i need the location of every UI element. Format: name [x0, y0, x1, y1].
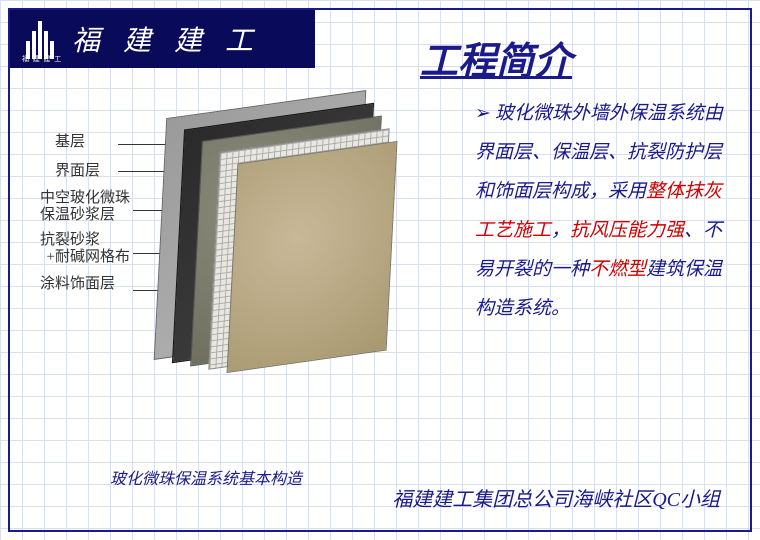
- layer-labels: 基层 界面层 中空玻化微珠 保温砂浆层 抗裂砂浆 +耐碱网格布 涂料饰面层: [40, 135, 130, 300]
- layer-diagram: 基层 界面层 中空玻化微珠 保温砂浆层 抗裂砂浆 +耐碱网格布 涂料饰面层: [40, 95, 420, 415]
- label-interface: 界面层: [40, 164, 130, 179]
- layer-finish: [227, 141, 398, 373]
- bullet-arrow-icon: ➢: [475, 103, 491, 124]
- label-finish: 涂料饰面层: [40, 277, 130, 292]
- label-insulation-2: 保温砂浆层: [40, 208, 130, 223]
- label-base: 基层: [40, 135, 130, 150]
- diagram-caption: 玻化微珠保温系统基本构造: [110, 465, 302, 489]
- label-crack-2: +耐碱网格布: [40, 250, 130, 265]
- logo-subtext: 福 建 建 工: [22, 54, 62, 64]
- desc-red2: 抗风压能力强: [570, 220, 684, 241]
- label-crack-1: 抗裂砂浆: [40, 233, 130, 248]
- content-area: 基层 界面层 中空玻化微珠 保温砂浆层 抗裂砂浆 +耐碱网格布 涂料饰面层 玻化…: [10, 75, 750, 530]
- description-text: ➢玻化微珠外墙外保温系统由界面层、保温层、抗裂防护层和饰面层构成，采用整体抹灰工…: [475, 95, 730, 329]
- desc-red3: 不燃型: [589, 259, 646, 280]
- logo-bar: 福 建 建 工 福 建 建 工: [10, 10, 315, 68]
- footer-text: 福建建工集团总公司海峡社区QC小组: [392, 483, 720, 512]
- building-icon: [20, 19, 60, 59]
- logo-text: 福 建 建 工: [72, 19, 261, 59]
- layer-stack: [160, 105, 420, 385]
- desc-mid1: ，: [551, 220, 570, 241]
- label-insulation-1: 中空玻化微珠: [40, 191, 130, 206]
